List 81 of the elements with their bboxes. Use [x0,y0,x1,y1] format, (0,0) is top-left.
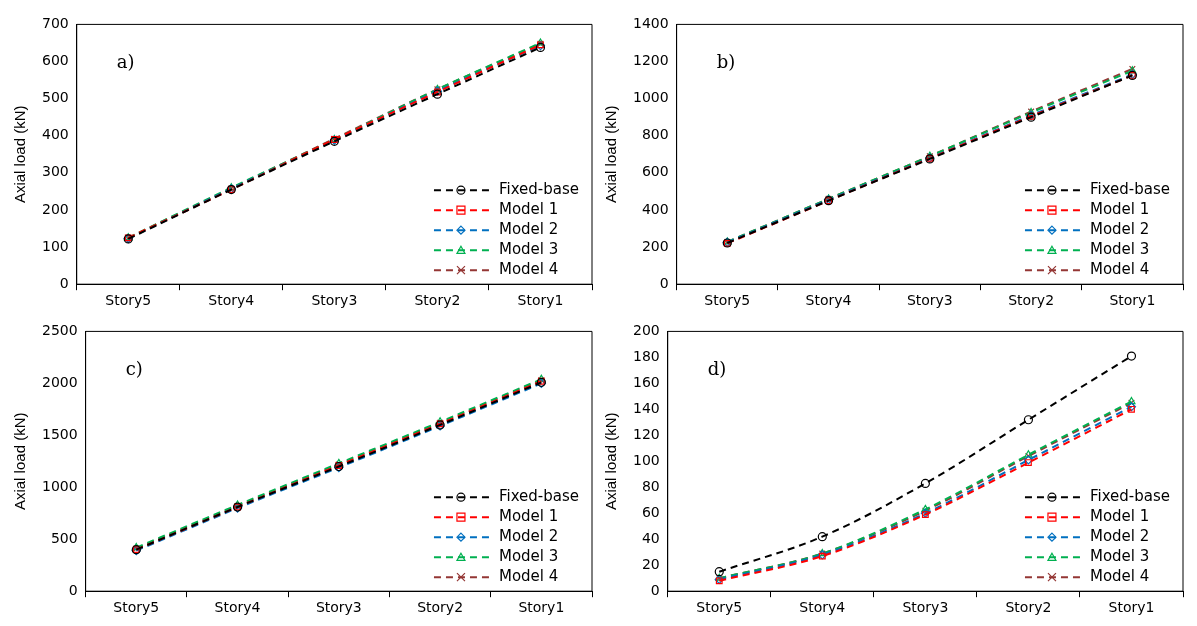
legend-label: Model 4 [1089,260,1150,279]
y-tick-label: 500 [50,529,78,546]
y-tick-label: 700 [41,15,69,32]
y-tick-label: 500 [41,89,69,106]
legend-label: Model 2 [1089,527,1150,546]
legend-label: Model 3 [1089,240,1150,259]
y-tick-label: 160 [632,374,660,390]
y-tick-label: 20 [641,555,660,572]
y-tick-label: 200 [632,322,660,339]
x-tick-label: Story3 [906,292,953,309]
x-tick-label: Story5 [704,292,751,309]
x-tick-label: Story4 [208,292,255,309]
legend-label: Model 1 [1089,200,1150,219]
y-tick-label: 40 [641,529,660,546]
x-tick-label: Story3 [315,599,362,616]
y-tick-label: 60 [641,503,660,520]
legend-label: Model 4 [498,567,559,586]
x-tick-label: Story2 [417,599,464,616]
y-tick-label: 600 [41,52,69,69]
y-tick-label: 300 [41,163,69,180]
x-tick-label: Story3 [311,292,358,309]
legend-label: Model 3 [498,547,559,566]
legend-label: Model 3 [498,240,559,259]
legend-label: Model 1 [498,200,559,219]
y-tick-label: 1000 [41,477,78,494]
legend-label: Model 2 [498,527,559,546]
y-tick-label: 2500 [41,322,78,339]
legend-label: Fixed-base [1089,180,1171,199]
y-tick-label: 1400 [632,15,669,32]
y-tick-label: 100 [632,451,660,468]
y-tick-label: 200 [641,237,669,254]
y-axis-title: Axial load (kN) [602,412,620,511]
annotation: b) [716,51,736,73]
legend-label: Fixed-base [498,180,580,199]
x-tick-label: Story3 [902,599,949,616]
y-tick-label: 0 [650,581,660,598]
x-tick-label: Story1 [1108,599,1155,616]
y-tick-label: 1500 [41,425,78,442]
y-tick-label: 800 [641,126,669,143]
legend-label: Model 2 [498,220,559,239]
x-tick-label: Story4 [214,599,261,616]
y-tick-label: 2000 [41,374,78,390]
y-tick-label: 0 [59,274,69,291]
y-tick-label: 120 [632,425,660,442]
x-tick-label: Story2 [414,292,461,309]
legend-label: Model 4 [1089,567,1150,586]
y-tick-label: 0 [68,581,78,598]
y-tick-label: 400 [641,200,669,217]
y-tick-label: 600 [641,163,669,180]
legend-label: Model 1 [498,507,559,526]
y-tick-label: 180 [632,348,660,365]
y-tick-label: 1000 [632,89,669,106]
x-tick-label: Story5 [113,599,160,616]
x-tick-label: Story5 [105,292,152,309]
annotation: d) [707,358,727,380]
x-tick-label: Story1 [1109,292,1156,309]
legend-label: Model 2 [1089,220,1150,239]
legend-label: Model 1 [1089,507,1150,526]
y-tick-label: 100 [41,237,69,254]
y-tick-label: 200 [41,200,69,217]
x-tick-label: Story1 [517,292,564,309]
y-tick-label: 400 [41,126,69,143]
x-tick-label: Story5 [696,599,743,616]
x-tick-label: Story2 [1005,599,1052,616]
y-tick-label: 80 [641,477,660,494]
y-axis-title: Axial load (kN) [602,105,620,204]
y-tick-label: 1200 [632,52,669,69]
y-tick-label: 0 [659,274,669,291]
x-tick-label: Story2 [1008,292,1055,309]
annotation: a) [116,51,135,73]
legend-label: Model 4 [498,260,559,279]
x-tick-label: Story4 [805,292,852,309]
x-tick-label: Story4 [799,599,846,616]
y-axis-title: Axial load (kN) [11,105,29,204]
annotation: c) [125,358,143,380]
x-tick-label: Story1 [518,599,565,616]
legend-label: Fixed-base [1089,487,1171,506]
legend-label: Model 3 [1089,547,1150,566]
y-tick-label: 140 [632,399,660,416]
legend-label: Fixed-base [498,487,580,506]
y-axis-title: Axial load (kN) [11,412,29,511]
